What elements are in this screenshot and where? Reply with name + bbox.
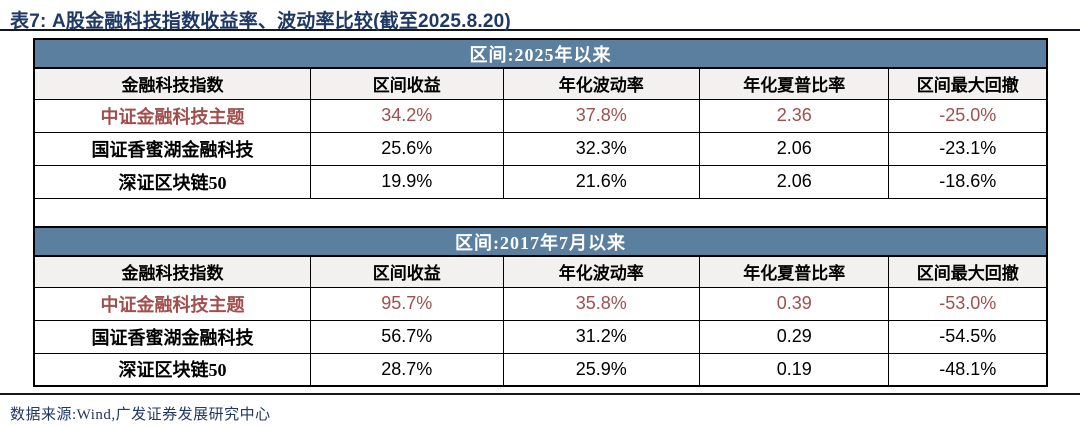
column-header-volatility: 年化波动率 — [502, 67, 701, 100]
index-name-cell: 深证区块链50 — [33, 352, 312, 387]
column-header-row: 金融科技指数 区间收益 年化波动率 年化夏普比率 区间最大回撤 — [33, 67, 1048, 100]
column-header-return: 区间收益 — [310, 67, 504, 100]
column-header-drawdown: 区间最大回撤 — [888, 67, 1048, 100]
value-cell: -18.6% — [888, 164, 1048, 199]
section-spacer — [34, 197, 1047, 228]
value-cell: 2.06 — [699, 131, 890, 166]
section-banner-label: 区间:2025年以来 — [33, 38, 1048, 69]
column-header-index: 金融科技指数 — [33, 67, 312, 100]
value-cell: 95.7% — [310, 286, 504, 321]
spacer-cell — [34, 197, 1047, 228]
table-row: 国证香蜜湖金融科技 56.7% 31.2% 0.29 -54.5% — [33, 319, 1048, 354]
index-name-cell: 中证金融科技主题 — [33, 286, 312, 321]
column-header-drawdown: 区间最大回撤 — [888, 255, 1048, 288]
data-source-note: 数据来源:Wind,广发证券发展研究中心 — [10, 407, 271, 423]
value-cell: 34.2% — [310, 98, 504, 133]
section-banner-label: 区间:2017年7月以来 — [33, 226, 1048, 257]
value-cell: 25.9% — [502, 352, 701, 387]
value-cell: 37.8% — [502, 98, 701, 133]
table-row: 国证香蜜湖金融科技 25.6% 32.3% 2.06 -23.1% — [33, 131, 1048, 166]
value-cell: 0.19 — [699, 352, 890, 387]
page-title: 表7: A股金融科技指数收益率、波动率比较(截至2025.8.20) — [0, 0, 1080, 32]
value-cell: -54.5% — [888, 319, 1048, 354]
column-header-sharpe: 年化夏普比率 — [699, 67, 890, 100]
value-cell: 28.7% — [310, 352, 504, 387]
table-row: 中证金融科技主题 34.2% 37.8% 2.36 -25.0% — [33, 98, 1048, 133]
index-name-cell: 中证金融科技主题 — [33, 98, 312, 133]
column-header-volatility: 年化波动率 — [502, 255, 701, 288]
section-banner-2025: 区间:2025年以来 — [33, 38, 1048, 69]
fintech-index-table: 区间:2025年以来 金融科技指数 区间收益 年化波动率 年化夏普比率 区间最大… — [33, 38, 1048, 387]
value-cell: 56.7% — [310, 319, 504, 354]
table-row: 深证区块链50 19.9% 21.6% 2.06 -18.6% — [33, 164, 1048, 199]
column-header-return: 区间收益 — [310, 255, 504, 288]
value-cell: -48.1% — [888, 352, 1048, 387]
value-cell: 31.2% — [502, 319, 701, 354]
value-cell: 2.06 — [699, 164, 890, 199]
footer-divider — [0, 393, 1080, 395]
value-cell: 25.6% — [310, 131, 504, 166]
value-cell: 35.8% — [502, 286, 701, 321]
value-cell: 21.6% — [502, 164, 701, 199]
value-cell: -25.0% — [888, 98, 1048, 133]
table-row: 中证金融科技主题 95.7% 35.8% 0.39 -53.0% — [33, 286, 1048, 321]
column-header-index: 金融科技指数 — [33, 255, 312, 288]
value-cell: 0.29 — [699, 319, 890, 354]
value-cell: 0.39 — [699, 286, 890, 321]
table-row: 深证区块链50 28.7% 25.9% 0.19 -48.1% — [33, 352, 1048, 387]
value-cell: 2.36 — [699, 98, 890, 133]
index-name-cell: 国证香蜜湖金融科技 — [33, 319, 312, 354]
table-container: 区间:2025年以来 金融科技指数 区间收益 年化波动率 年化夏普比率 区间最大… — [33, 38, 1048, 387]
value-cell: 19.9% — [310, 164, 504, 199]
value-cell: -53.0% — [888, 286, 1048, 321]
index-name-cell: 深证区块链50 — [33, 164, 312, 199]
column-header-sharpe: 年化夏普比率 — [699, 255, 890, 288]
section-banner-2017: 区间:2017年7月以来 — [33, 226, 1048, 257]
value-cell: -23.1% — [888, 131, 1048, 166]
index-name-cell: 国证香蜜湖金融科技 — [33, 131, 312, 166]
value-cell: 32.3% — [502, 131, 701, 166]
column-header-row: 金融科技指数 区间收益 年化波动率 年化夏普比率 区间最大回撤 — [33, 255, 1048, 288]
